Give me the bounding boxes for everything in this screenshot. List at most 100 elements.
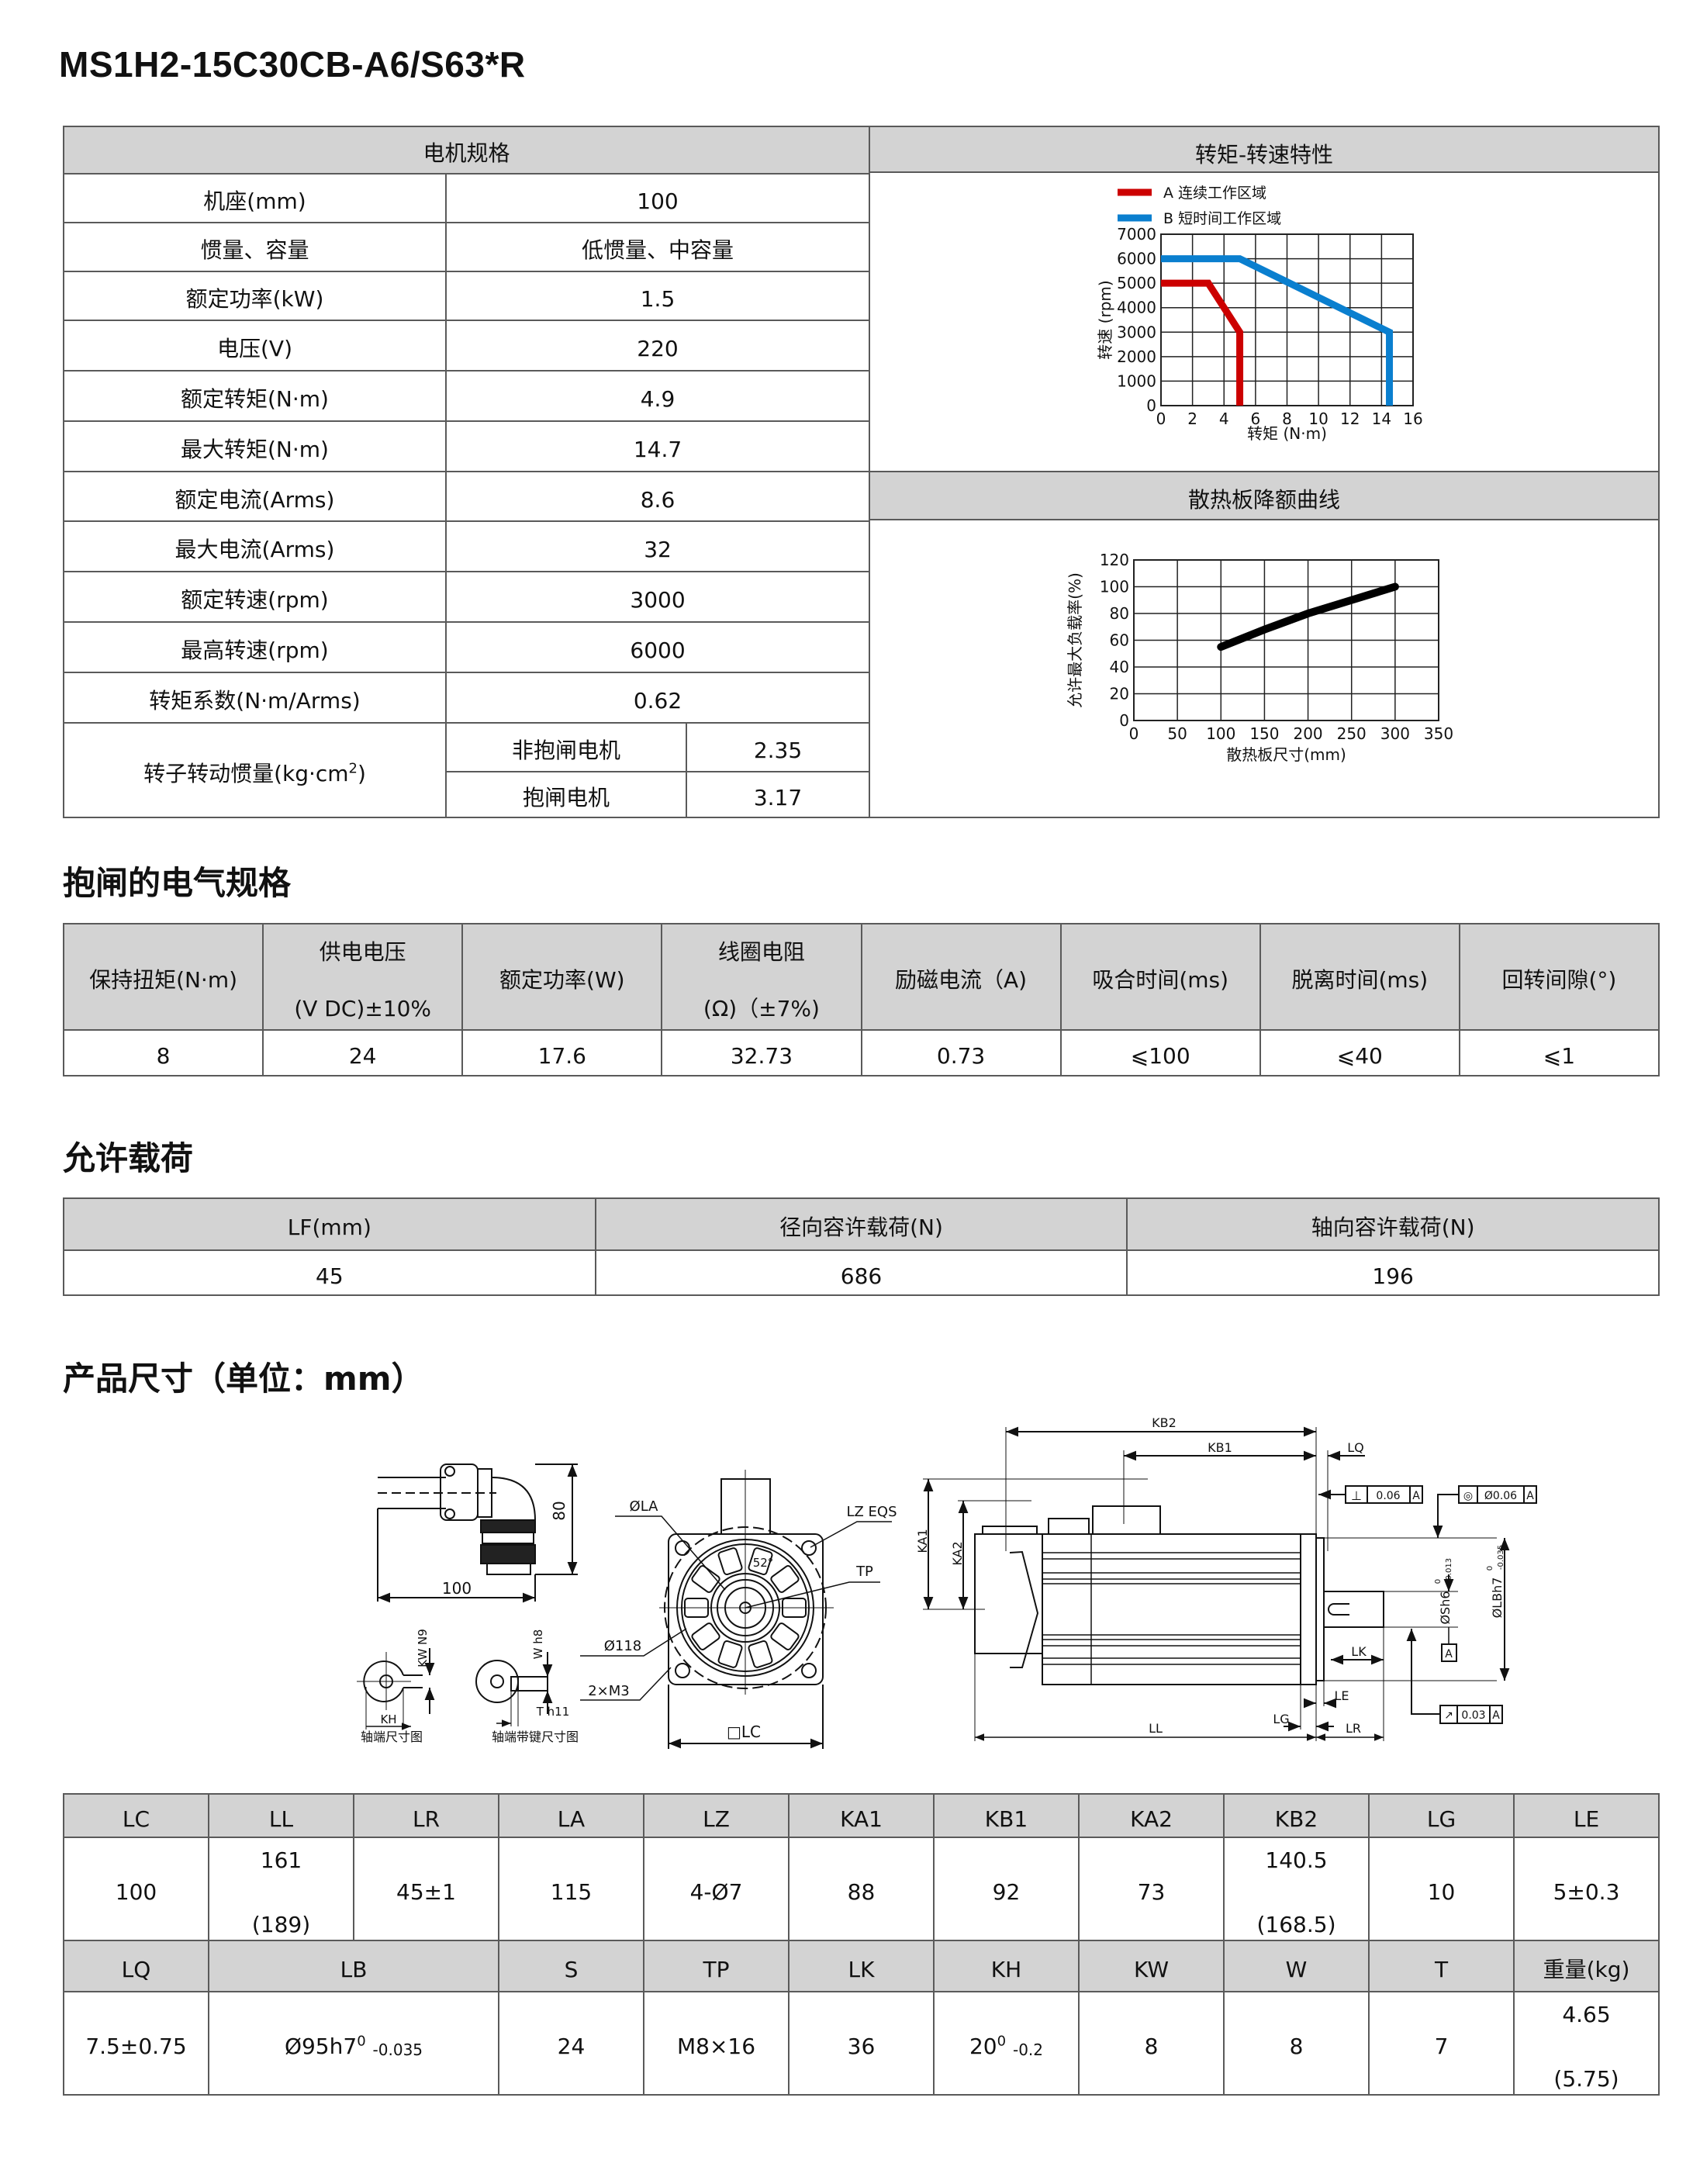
d118-label: Ø118: [604, 1638, 642, 1654]
spec-value: 100: [444, 173, 871, 223]
inertia-label-text: 转子转动惯量(kg·cm: [143, 760, 349, 786]
y-tick-label: 3000: [1117, 323, 1156, 341]
dim-value-t: 7: [1368, 1991, 1515, 2096]
concentricity-symbol: ◎: [1463, 1490, 1473, 1502]
spec-label: 额定电流(Arms): [63, 471, 447, 522]
concentricity-datum: A: [1526, 1490, 1534, 1502]
spec-row: 转矩系数(N·m/Arms) 0.62: [63, 672, 871, 724]
brake-value: 32.73: [661, 1029, 862, 1076]
spec-label: 最高转速(rpm): [63, 621, 447, 673]
motor-spec-header: 电机规格: [62, 126, 871, 175]
dimensions-table: LC LL LR LA LZ KA1 KB1 KA2 KB2 LG LE 100 161 (189) 45…: [63, 1793, 1660, 2096]
brake-header: 脱离时间(ms): [1259, 923, 1460, 1031]
sh6-tol-upper: 0: [1434, 1579, 1443, 1584]
y-tick-label: 0: [1146, 396, 1156, 415]
dim-header: S: [498, 1940, 644, 1992]
dim-value: 5±0.3: [1513, 1837, 1660, 1941]
dim-value-line1: 140.5: [1265, 1847, 1328, 1873]
dim-value: 4-Ø7: [643, 1837, 790, 1941]
dim-value-lq: 7.5±0.75: [63, 1991, 209, 2096]
brake-value: 24: [262, 1029, 464, 1076]
shaft-end-caption: 轴端尺寸图: [361, 1730, 423, 1744]
spec-value: 220: [444, 320, 871, 371]
dim-value: 115: [498, 1837, 644, 1941]
inertia-sub-label: 非抱闸电机: [445, 722, 687, 772]
load-value: 686: [594, 1249, 1128, 1296]
w-label: W h8: [531, 1629, 545, 1660]
weight-standard: 4.65: [1562, 2001, 1611, 2027]
x-tick-label: 6: [1251, 410, 1261, 428]
x-tick-label: 4: [1219, 410, 1229, 428]
lb-tol-upper: 0: [357, 2033, 366, 2050]
series-line: [1161, 255, 1394, 406]
dim-value-s: 24: [498, 1991, 644, 2096]
dim-header: LA: [498, 1793, 644, 1838]
dim-value: 45±1: [353, 1837, 499, 1941]
dim-value: 140.5 (168.5): [1223, 1837, 1370, 1941]
ka2-label: KA2: [950, 1541, 965, 1565]
kb1-label: KB1: [1208, 1440, 1232, 1455]
shaft-end-views: [357, 1648, 553, 1730]
dim-value: 161 (189): [208, 1837, 354, 1941]
load-table: LF(mm) 径向容许载荷(N) 轴向容许载荷(N) 45 686 196: [63, 1197, 1660, 1296]
inertia-row: 抱闸电机 3.17: [64, 771, 871, 818]
x-tick-label: 0: [1156, 410, 1166, 428]
spec-value: 8.6: [444, 471, 871, 522]
lb-tol-lower: -0.035: [372, 2041, 423, 2059]
x-tick-label: 100: [1206, 724, 1235, 743]
x-tick-label: 300: [1380, 724, 1410, 743]
spec-row: 额定电流(Arms) 8.6: [63, 471, 871, 522]
dim-value-weight: 4.65 (5.75): [1513, 1991, 1660, 2096]
dim-header: LK: [788, 1940, 935, 1992]
dim-header: KB1: [933, 1793, 1080, 1838]
inertia-label: 转子转动惯量(kg·cm2): [63, 722, 447, 818]
plot-frame: [1160, 233, 1414, 406]
flange-front-view: [580, 1470, 892, 1749]
y-tick-label: 0: [1119, 711, 1129, 730]
brake-header: 回转间隙(°): [1458, 923, 1660, 1031]
x-tick-label: 10: [1308, 410, 1328, 428]
y-tick-label: 6000: [1117, 250, 1156, 268]
spec-row: 额定功率(kW) 1.5: [63, 271, 871, 321]
spec-row: 额定转速(rpm) 3000: [63, 571, 871, 623]
spec-value: 14.7: [444, 420, 871, 472]
y-tick-label: 80: [1110, 604, 1129, 623]
y-axis-label: 转速 (rpm): [1096, 280, 1114, 359]
dim-header: LR: [353, 1793, 499, 1838]
lbh7-label: ØLBh7: [1490, 1578, 1505, 1619]
x-tick-label: 8: [1282, 410, 1292, 428]
dim-100-label: 100: [442, 1579, 472, 1598]
ka1-label: KA1: [915, 1529, 930, 1553]
flange-pocket: [748, 1547, 773, 1576]
dim-header: T: [1368, 1940, 1515, 1992]
x-tick-label: 350: [1424, 724, 1453, 743]
kh-tol-lower: -0.2: [1012, 2041, 1044, 2059]
spec-row: 最大电流(Arms) 32: [63, 520, 871, 572]
lq-label: LQ: [1347, 1440, 1364, 1455]
dim-value-w: 8: [1223, 1991, 1370, 2096]
x-tick-label: 0: [1129, 724, 1139, 743]
x-tick-label: 150: [1249, 724, 1279, 743]
lk-label: LK: [1351, 1644, 1367, 1659]
kh-label: KH: [380, 1712, 396, 1726]
spec-row: 最大转矩(N·m) 14.7: [63, 420, 871, 472]
runout-value: 0.03: [1461, 1709, 1485, 1722]
x-tick-label: 2: [1187, 410, 1197, 428]
flange-pocket: [717, 1547, 743, 1576]
charts-layer: 0 2 4 6 8 10 12 14 16010002000300040005000600070…: [1066, 185, 1453, 764]
runout-symbol: ↗: [1444, 1709, 1453, 1722]
brake-header-line1: 供电电压: [319, 938, 406, 965]
legend-label: B 短时间工作区域: [1163, 210, 1281, 227]
dim-value: 92: [933, 1837, 1080, 1941]
dim-value-line2: (168.5): [1256, 1911, 1336, 1937]
spec-value: 6000: [444, 621, 871, 673]
inertia-sub-value: 3.17: [685, 771, 871, 818]
x-axis-label: 转矩 (N·m): [1247, 424, 1327, 443]
dim-value: 88: [788, 1837, 935, 1941]
dim-header: KB2: [1223, 1793, 1370, 1838]
dimension-drawing: 80 100 ØLA LZ EQS TP Ø118 2×M3 52° □LC: [357, 1415, 1537, 1749]
spec-row: 额定转矩(N·m) 4.9: [63, 370, 871, 422]
dim-value-kh: 200 -0.2: [933, 1991, 1080, 2096]
sh6-tol-lower: -0.013: [1445, 1558, 1453, 1583]
dim-value-lb: Ø95h70 -0.035: [208, 1991, 499, 2096]
